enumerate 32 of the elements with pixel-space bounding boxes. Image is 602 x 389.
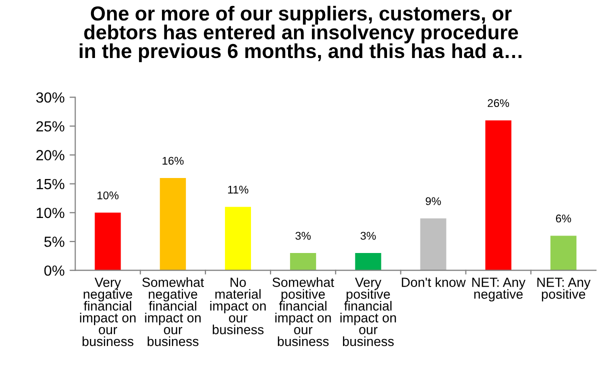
data-label: 11% xyxy=(228,186,248,194)
bar xyxy=(355,253,382,270)
y-tick-label: 0% xyxy=(44,265,64,276)
y-tick-label: 25% xyxy=(36,121,64,132)
bar xyxy=(290,253,316,270)
bar xyxy=(420,218,446,270)
x-tick-label: Somewhat positive financial impact on our business xyxy=(272,277,334,346)
y-tick-label: 30% xyxy=(36,92,64,103)
bar xyxy=(224,206,251,270)
x-tick-label: No material impact on our business xyxy=(210,278,266,334)
x-tick-label: Don't know xyxy=(402,277,466,287)
x-tick-label: Somewhat negative financial impact on our business xyxy=(142,277,204,346)
data-label: 3% xyxy=(360,232,376,240)
data-label: 26% xyxy=(488,99,510,108)
x-tick-label: NET: Any positive xyxy=(537,278,591,302)
x-tick-label: NET: Any negative xyxy=(472,278,526,302)
x-tick-label: Very negative financial impact on our business xyxy=(80,278,136,346)
data-label: 10% xyxy=(98,191,119,200)
y-tick-label: 10% xyxy=(36,208,64,218)
bar xyxy=(160,178,186,270)
data-label: 9% xyxy=(426,197,441,206)
data-label: 16% xyxy=(162,156,184,165)
bar xyxy=(94,212,121,270)
data-label: 6% xyxy=(556,214,572,222)
bar xyxy=(485,120,512,270)
x-tick-label: Very positive financial impact on our business xyxy=(340,278,396,346)
data-label: 3% xyxy=(295,232,311,240)
bar xyxy=(550,236,576,270)
y-tick-label: 5% xyxy=(44,236,64,247)
y-tick-label: 20% xyxy=(36,150,64,160)
chart-title: One or more of our suppliers, customers, or debtors has entered an insolvency procedure in the previous 6 months, and this has had a… xyxy=(80,6,522,62)
y-tick-label: 15% xyxy=(36,178,64,190)
